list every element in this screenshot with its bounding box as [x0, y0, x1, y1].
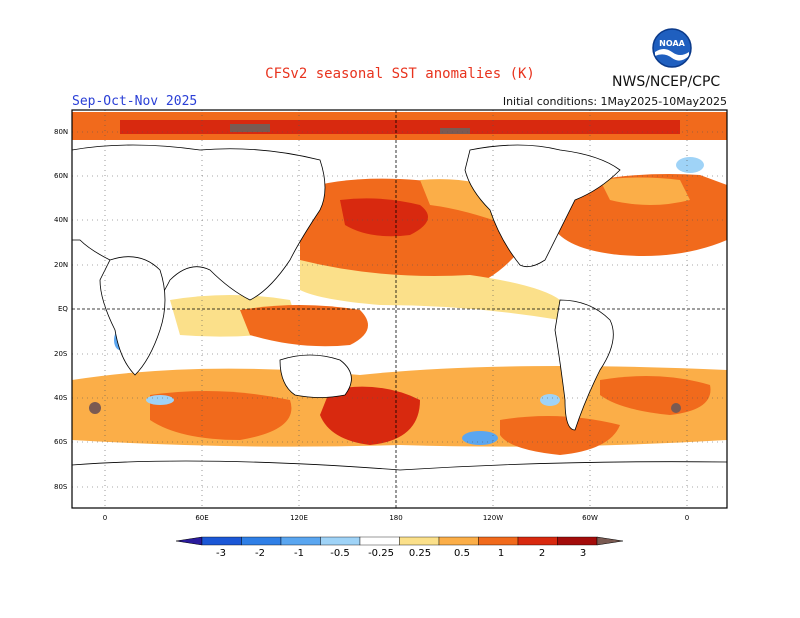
lat-label-40n: 40N — [54, 216, 69, 224]
lon-label-120w: 120W — [482, 514, 504, 522]
map-frame — [71, 109, 728, 509]
anomaly-field — [72, 112, 727, 508]
lon-label-0-east: 0 — [684, 514, 690, 522]
colorbar-swatch — [478, 536, 519, 546]
lat-label-eq: EQ — [58, 305, 68, 313]
colorbar-label: 3 — [579, 548, 587, 559]
colorbar-swatch — [399, 536, 440, 546]
colorbar — [175, 536, 624, 546]
lat-label-20s: 20S — [54, 350, 68, 358]
noaa-logo-text: NOAA — [659, 39, 685, 48]
initial-conditions-label: Initial conditions: 1May2025-10May2025 — [502, 95, 727, 108]
colorbar-label: 0.25 — [408, 548, 432, 559]
lon-label-120e: 120E — [290, 514, 308, 522]
organization-label: NWS/NCEP/CPC — [612, 74, 721, 90]
colorbar-max-arrow — [596, 536, 624, 546]
colorbar-label: -3 — [216, 548, 226, 559]
colorbar-label: -2 — [255, 548, 265, 559]
colorbar-swatch — [557, 536, 598, 546]
map-title: CFSv2 seasonal SST anomalies (K) — [265, 66, 535, 82]
colorbar-label: 1 — [497, 548, 505, 559]
lat-label-60s: 60S — [54, 438, 68, 446]
land-masses — [72, 144, 727, 508]
lat-label-80n: 80N — [54, 128, 69, 136]
grid-lines — [72, 110, 727, 508]
colorbar-label: -0.5 — [330, 548, 350, 559]
lon-label-60e: 60E — [195, 514, 209, 522]
colorbar-swatch — [241, 536, 282, 546]
colorbar-label: -1 — [294, 548, 304, 559]
lon-label-180: 180 — [389, 514, 403, 522]
colorbar-swatch — [359, 536, 400, 546]
colorbar-swatch — [280, 536, 321, 546]
colorbar-swatch — [438, 536, 479, 546]
colorbar-label: 2 — [538, 548, 546, 559]
colorbar-swatch — [201, 536, 242, 546]
colorbar-swatch — [517, 536, 558, 546]
lon-label-0-west: 0 — [102, 514, 108, 522]
colorbar-label: -0.25 — [368, 548, 394, 559]
lat-label-80s: 80S — [54, 483, 68, 491]
noaa-logo: NOAA — [652, 28, 692, 68]
lat-label-40s: 40S — [54, 394, 68, 402]
colorbar-min-arrow — [175, 536, 203, 546]
colorbar-label: 0.5 — [454, 548, 470, 559]
season-label: Sep-Oct-Nov 2025 — [72, 94, 198, 109]
lat-label-20n: 20N — [54, 261, 69, 269]
lon-label-60w: 60W — [582, 514, 598, 522]
colorbar-swatch — [320, 536, 361, 546]
lat-label-60n: 60N — [54, 172, 69, 180]
